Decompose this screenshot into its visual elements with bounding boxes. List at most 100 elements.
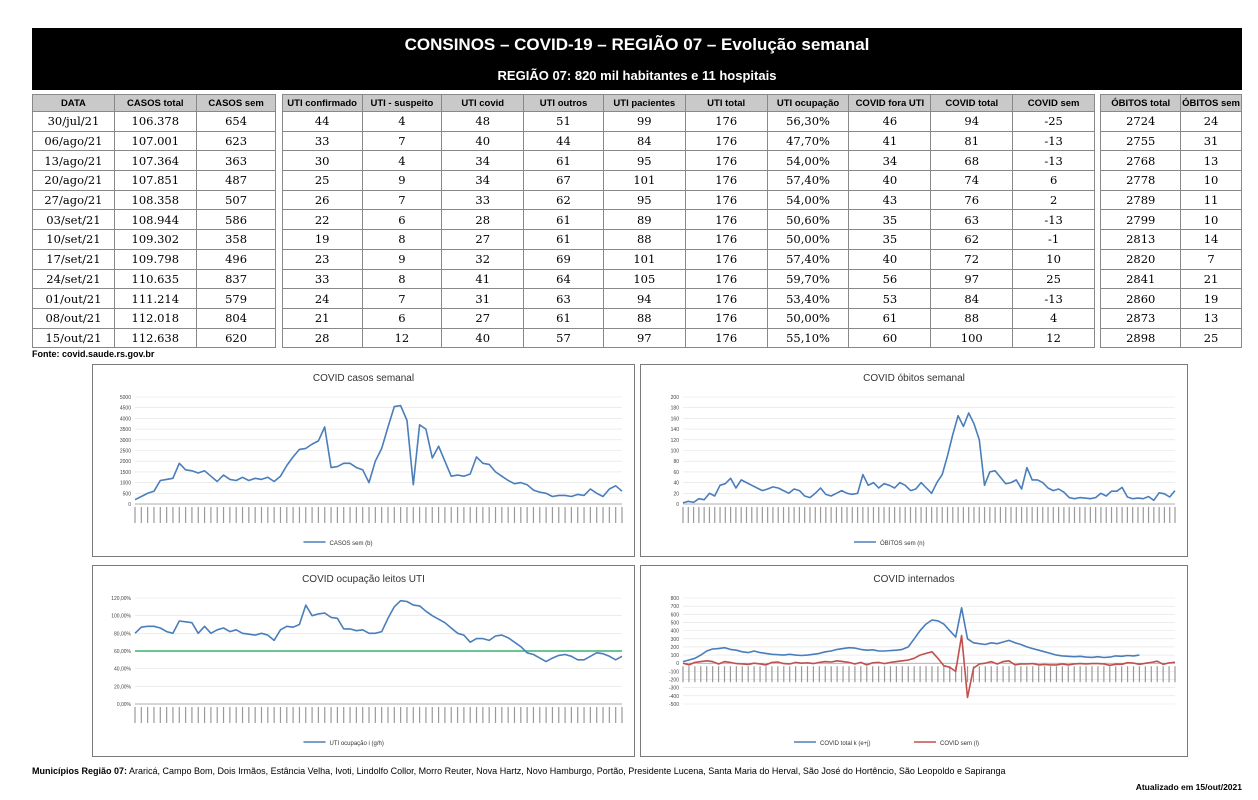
table-cell: 35 <box>848 209 932 231</box>
x-tick-label-mark <box>692 507 695 523</box>
x-tick-label-mark <box>1079 507 1081 523</box>
x-tick-label-mark <box>1169 507 1171 523</box>
x-tick-label-mark <box>925 666 927 683</box>
table-cell: 620 <box>195 327 277 349</box>
table-cell: 67 <box>523 170 604 191</box>
column-separator <box>1094 328 1102 348</box>
x-tick-label-mark <box>1168 666 1170 683</box>
x-tick-label-mark <box>343 707 345 723</box>
x-tick-label-mark <box>756 507 758 523</box>
table-cell: 101 <box>602 248 686 270</box>
column-separator <box>1094 190 1102 210</box>
x-tick-label-mark <box>1105 507 1107 523</box>
column-separator <box>275 94 283 112</box>
legend-label: COVID sem (l) <box>940 741 979 747</box>
x-tick-label-mark <box>703 507 705 523</box>
column-separator <box>275 111 283 132</box>
x-tick-label-mark <box>286 707 288 723</box>
table-cell: 2778 <box>1100 170 1182 191</box>
x-tick-label-mark <box>818 666 820 683</box>
x-tick-label-mark <box>978 507 980 523</box>
x-tick-label-mark <box>488 507 490 523</box>
x-tick-label-mark <box>374 507 376 523</box>
table-cell: 26 <box>281 189 363 211</box>
table-cell: 54,00% <box>766 150 850 172</box>
x-tick-label-mark <box>583 707 585 723</box>
table-cell: 72 <box>930 248 1014 270</box>
table-cell: 74 <box>930 170 1014 191</box>
table-cell: 84 <box>602 130 686 152</box>
x-tick-label-mark <box>888 507 890 523</box>
table-cell: 21 <box>281 307 363 329</box>
column-separator <box>1094 150 1102 171</box>
x-tick-label-mark <box>1032 666 1034 683</box>
chart-title: COVID óbitos semanal <box>863 373 965 384</box>
x-tick-label-mark <box>172 707 174 723</box>
table-cell: 57,40% <box>766 248 850 270</box>
x-tick-label-mark <box>317 707 320 723</box>
table-cell: 33 <box>281 268 363 290</box>
x-tick-label-mark <box>1091 666 1093 683</box>
table-cell: 32 <box>441 248 525 270</box>
x-tick-label-mark <box>812 666 815 683</box>
y-tick-label: 160 <box>671 416 680 422</box>
x-tick-label-mark <box>336 507 338 523</box>
x-tick-label-mark <box>943 666 945 683</box>
x-tick-label-mark <box>172 507 174 523</box>
x-tick-label-mark <box>292 707 294 723</box>
x-tick-label-mark <box>184 707 187 723</box>
x-tick-label-mark <box>814 507 816 523</box>
table-cell: 97 <box>930 268 1014 290</box>
column-separator <box>275 170 283 191</box>
table-cell: 53,40% <box>766 288 850 309</box>
x-tick-label-mark <box>901 666 903 683</box>
table-cell: 28 <box>441 209 525 231</box>
x-tick-label-mark <box>955 666 957 683</box>
table-cell: 2768 <box>1100 150 1182 172</box>
x-tick-label-mark <box>425 707 427 723</box>
table-cell: 51 <box>523 111 604 132</box>
column-separator <box>275 209 283 230</box>
y-tick-label: -500 <box>669 702 679 708</box>
table-cell: 30 <box>281 150 363 172</box>
y-tick-label: 0 <box>676 661 679 667</box>
x-tick-label-mark <box>330 707 332 723</box>
table-cell: 62 <box>930 229 1014 250</box>
x-tick-label-mark <box>730 507 732 523</box>
x-tick-label-mark <box>1010 507 1012 523</box>
x-tick-label-mark <box>134 507 136 523</box>
x-tick-label-mark <box>999 507 1002 523</box>
x-tick-label-mark <box>804 507 806 523</box>
table-cell: 31 <box>1180 130 1242 152</box>
x-tick-label-mark <box>682 666 684 683</box>
table-cell: 176 <box>684 130 768 152</box>
x-tick-label-mark <box>798 507 800 523</box>
x-tick-label-mark <box>488 707 490 723</box>
table-cell: 176 <box>684 268 768 290</box>
column-separator <box>275 288 283 309</box>
table-row: 03/set/21 108.944 586 22 6 28 61 89 176 50,60% 35 6… <box>32 209 1242 231</box>
chart-panel-obitos: COVID óbitos semanal 0 20 40 60 80 100 120 140 1… <box>640 364 1188 557</box>
y-tick-label: 2500 <box>120 449 131 455</box>
x-tick-label-mark <box>450 707 452 723</box>
table-cell: 08/out/21 <box>32 307 115 329</box>
x-tick-label-mark <box>767 507 769 523</box>
x-tick-label-mark <box>305 507 307 523</box>
y-tick-label: 2000 <box>120 459 131 465</box>
x-tick-label-mark <box>1163 507 1166 523</box>
y-tick-label: 400 <box>671 629 680 635</box>
table-cell: 496 <box>195 248 277 270</box>
x-tick-label-mark <box>1073 666 1075 683</box>
x-tick-label-mark <box>1015 507 1017 523</box>
y-tick-label: 5000 <box>120 395 131 401</box>
x-tick-label-mark <box>765 666 767 683</box>
x-tick-label-mark <box>305 707 307 723</box>
x-tick-label-mark <box>216 707 218 723</box>
table-cell: 2813 <box>1100 229 1182 250</box>
x-tick-label-mark <box>1047 507 1049 523</box>
x-tick-label-mark <box>1147 507 1150 523</box>
table-cell: 57 <box>523 327 604 349</box>
x-tick-label-mark <box>973 507 975 523</box>
table-cell: 176 <box>684 209 768 231</box>
x-tick-label-mark <box>782 507 785 523</box>
